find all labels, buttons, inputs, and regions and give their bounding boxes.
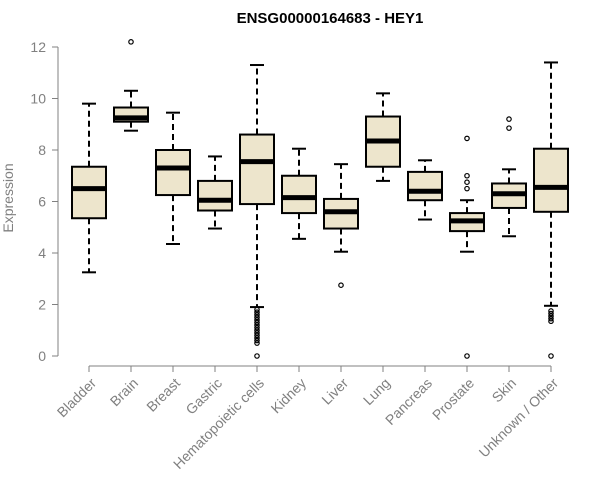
x-tick-label: Kidney <box>268 375 310 417</box>
box-skin <box>491 116 527 238</box>
box-gastric <box>197 155 233 230</box>
box-brain <box>113 39 149 132</box>
iqr-box <box>155 149 191 197</box>
x-tick-label: Skin <box>489 375 520 406</box>
outlier-point <box>254 309 260 316</box>
x-tick-label: Unknown / Other <box>476 375 562 461</box>
outlier-point <box>254 317 260 323</box>
x-tick-label: Lung <box>360 375 393 408</box>
box-pancreas <box>407 159 443 221</box>
box-breast <box>155 111 191 245</box>
outlier-point <box>254 322 260 328</box>
boxes-layer <box>71 39 569 359</box>
box-unknown-other <box>533 61 569 359</box>
outlier-point <box>254 330 260 336</box>
outlier-point <box>254 311 260 318</box>
outlier-point <box>254 314 260 321</box>
outlier-point <box>464 179 470 185</box>
outlier-point <box>254 335 260 341</box>
box-kidney <box>281 147 317 240</box>
iqr-box <box>407 170 443 202</box>
iqr-box <box>281 174 317 215</box>
outlier-point <box>254 306 260 313</box>
box-prostate <box>449 135 485 359</box>
outlier-point <box>254 319 260 326</box>
x-tick-label: Brain <box>107 375 141 409</box>
y-tick-label: 8 <box>38 142 46 158</box>
outlier-point <box>548 353 554 359</box>
y-tick-label: 12 <box>30 39 46 55</box>
box-liver <box>323 163 359 288</box>
outlier-point <box>254 327 260 334</box>
y-axis-label: Expression <box>0 163 16 232</box>
outlier-point <box>254 340 260 346</box>
outlier-point <box>464 172 470 179</box>
box-hematopoietic-cells <box>239 64 275 359</box>
outlier-point <box>506 125 512 131</box>
x-tick-label: Prostate <box>429 375 477 423</box>
box-bladder <box>71 102 107 274</box>
outlier-point <box>254 324 260 331</box>
y-tick-label: 6 <box>38 194 46 210</box>
iqr-box <box>533 147 569 213</box>
outlier-point <box>548 315 554 322</box>
x-tick-label: Liver <box>318 375 351 408</box>
outlier-point <box>548 318 554 325</box>
outlier-point <box>128 39 134 45</box>
y-tick-label: 10 <box>30 91 46 107</box>
y-axis: 0 2 4 6 8 10 12 <box>30 39 59 364</box>
outlier-point <box>338 282 344 288</box>
y-tick-label: 2 <box>38 297 46 313</box>
outlier-point <box>254 353 260 359</box>
x-tick-label: Bladder <box>54 375 100 421</box>
outlier-point <box>548 308 554 314</box>
outlier-point <box>464 353 470 359</box>
outlier-point <box>464 135 470 142</box>
outlier-point <box>506 116 512 122</box>
outlier-point <box>254 337 260 344</box>
outlier-point <box>548 310 554 317</box>
outlier-point <box>548 313 554 319</box>
outlier-point <box>464 185 470 192</box>
x-tick-label: Breast <box>143 375 183 415</box>
x-tick-label: Pancreas <box>382 375 435 428</box>
box-lung <box>365 92 401 182</box>
iqr-box <box>197 179 233 212</box>
y-tick-label: 4 <box>38 245 46 261</box>
outlier-point <box>254 332 260 339</box>
y-tick-label: 0 <box>38 348 46 364</box>
iqr-box <box>239 133 275 206</box>
iqr-box <box>71 165 107 220</box>
chart-title: ENSG00000164683 - HEY1 <box>237 10 424 27</box>
